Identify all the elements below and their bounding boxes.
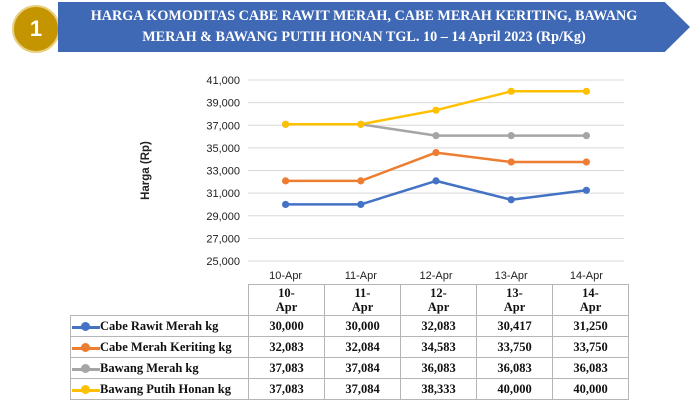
y-tick-label: 27,000 [206, 233, 240, 245]
data-point [357, 200, 365, 209]
legend-entry: Bawang Merah kg [70, 357, 249, 379]
number-badge: 1 [12, 5, 60, 53]
x-tick-label: 13-Apr [495, 270, 528, 282]
x-tick-labels: 10-Apr 11-Apr 12-Apr 13-Apr 14-Apr [269, 270, 603, 282]
data-point [357, 177, 365, 185]
y-tick-label: 41,000 [206, 75, 240, 87]
table-cell-value: 36,083 [476, 357, 553, 379]
table-cell-value: 30,000 [324, 315, 401, 337]
table-cell-value: 37,083 [248, 357, 325, 379]
chart-title-line2: MERAH & BAWANG PUTIH HONAN TGL. 10 – 14 … [142, 29, 586, 45]
y-tick-labels: 25,000 27,000 29,000 31,000 33,000 35,000 37,0… [206, 75, 240, 268]
y-tick-label: 35,000 [206, 143, 240, 155]
y-tick-label: 33,000 [206, 166, 240, 178]
table-column-header: 12- Apr [400, 284, 477, 316]
table-cell-value: 36,083 [400, 357, 477, 379]
table-header-row: 10- Apr 11- Apr 12- Apr 13- Apr 14- Apr [70, 284, 629, 316]
table-row: Bawang Putih Honan kg 37,083 37,084 38,333 4… [70, 378, 629, 400]
legend-key [72, 321, 100, 332]
chart-title-line1: HARGA KOMODITAS CABE RAWIT MERAH, CABE M… [90, 8, 638, 24]
legend-entry: Cabe Rawit Merah kg [70, 315, 249, 337]
title-banner: HARGA KOMODITAS CABE RAWIT MERAH, CABE M… [58, 2, 690, 52]
table-cell-value: 40,000 [476, 378, 553, 400]
badge-number: 1 [29, 16, 43, 41]
legend-key [72, 342, 100, 353]
data-point [432, 106, 440, 114]
data-point [432, 132, 440, 140]
data-point [357, 120, 365, 128]
table-corner [70, 284, 249, 316]
x-tick-label: 12-Apr [419, 270, 452, 282]
table-cell-value: 37,084 [324, 357, 401, 379]
x-tick-label: 11-Apr [345, 270, 378, 282]
data-point [282, 177, 290, 185]
x-tick-label: 14-Apr [570, 270, 603, 282]
table-cell-value: 33,750 [552, 336, 629, 358]
y-tick-label: 29,000 [206, 211, 240, 223]
table-cell-value: 30,000 [248, 315, 325, 337]
legend-entry: Bawang Putih Honan kg [70, 378, 249, 400]
data-point [582, 87, 591, 95]
y-tick-label: 25,000 [206, 256, 240, 268]
y-tick-label: 37,000 [206, 120, 240, 132]
data-point [507, 132, 515, 140]
table-cell-value: 37,084 [324, 378, 401, 400]
table-body: Cabe Rawit Merah kg 30,000 30,000 32,083 30,… [70, 315, 629, 400]
table-cell-value: 31,250 [552, 315, 629, 337]
line-chart: 25,000 27,000 29,000 31,000 33,000 35,000 37,0… [140, 75, 624, 282]
table-cell-value: 32,084 [324, 336, 401, 358]
table-cell-value: 30,417 [476, 315, 553, 337]
table-column-header: 14- Apr [552, 284, 629, 316]
series-name: Cabe Rawit Merah kg [100, 318, 219, 333]
series-name: Bawang Putih Honan kg [100, 381, 231, 396]
x-tick-label: 10-Apr [269, 270, 302, 282]
grid-lines [248, 79, 624, 262]
table-column-header: 10- Apr [248, 284, 325, 316]
legend-entry: Cabe Merah Keriting kg [70, 336, 249, 358]
legend-key [72, 384, 100, 395]
table-cell-value: 33,750 [476, 336, 553, 358]
data-point [282, 120, 290, 128]
y-axis-label: Harga (Rp) [140, 141, 152, 200]
legend-key [72, 363, 100, 374]
table-column-header: 11- Apr [324, 284, 401, 316]
table-cell-value: 32,083 [248, 336, 325, 358]
table-cell-value: 36,083 [552, 357, 629, 379]
data-point [507, 158, 515, 166]
table-column-header: 13- Apr [476, 284, 553, 316]
data-point [582, 132, 591, 140]
data-point [282, 200, 290, 209]
data-point [582, 186, 591, 194]
table-cell-value: 32,083 [400, 315, 477, 337]
table-cell-value: 40,000 [552, 378, 629, 400]
series-line [285, 151, 587, 183]
data-point [582, 158, 591, 166]
data-table: 10- Apr 11- Apr 12- Apr 13- Apr 14- Apr Cabe Rawi… [70, 284, 629, 400]
table-row: Cabe Merah Keriting kg 32,083 32,084 34,583… [70, 336, 629, 358]
table-cell-value: 34,583 [400, 336, 477, 358]
data-point [432, 148, 440, 157]
series-name: Bawang Merah kg [100, 360, 199, 375]
series-points [282, 87, 591, 209]
table-cell-value: 38,333 [400, 378, 477, 400]
y-tick-label: 31,000 [206, 188, 240, 200]
data-point [432, 177, 440, 185]
y-tick-label: 39,000 [206, 98, 240, 110]
table-cell-value: 37,083 [248, 378, 325, 400]
table-row: Cabe Rawit Merah kg 30,000 30,000 32,083 30,… [70, 315, 629, 337]
table-row: Bawang Merah kg 37,083 37,084 36,083 36,083 3… [70, 357, 629, 379]
series-name: Cabe Merah Keriting kg [100, 339, 232, 354]
data-point [507, 196, 515, 204]
data-point [507, 87, 515, 95]
